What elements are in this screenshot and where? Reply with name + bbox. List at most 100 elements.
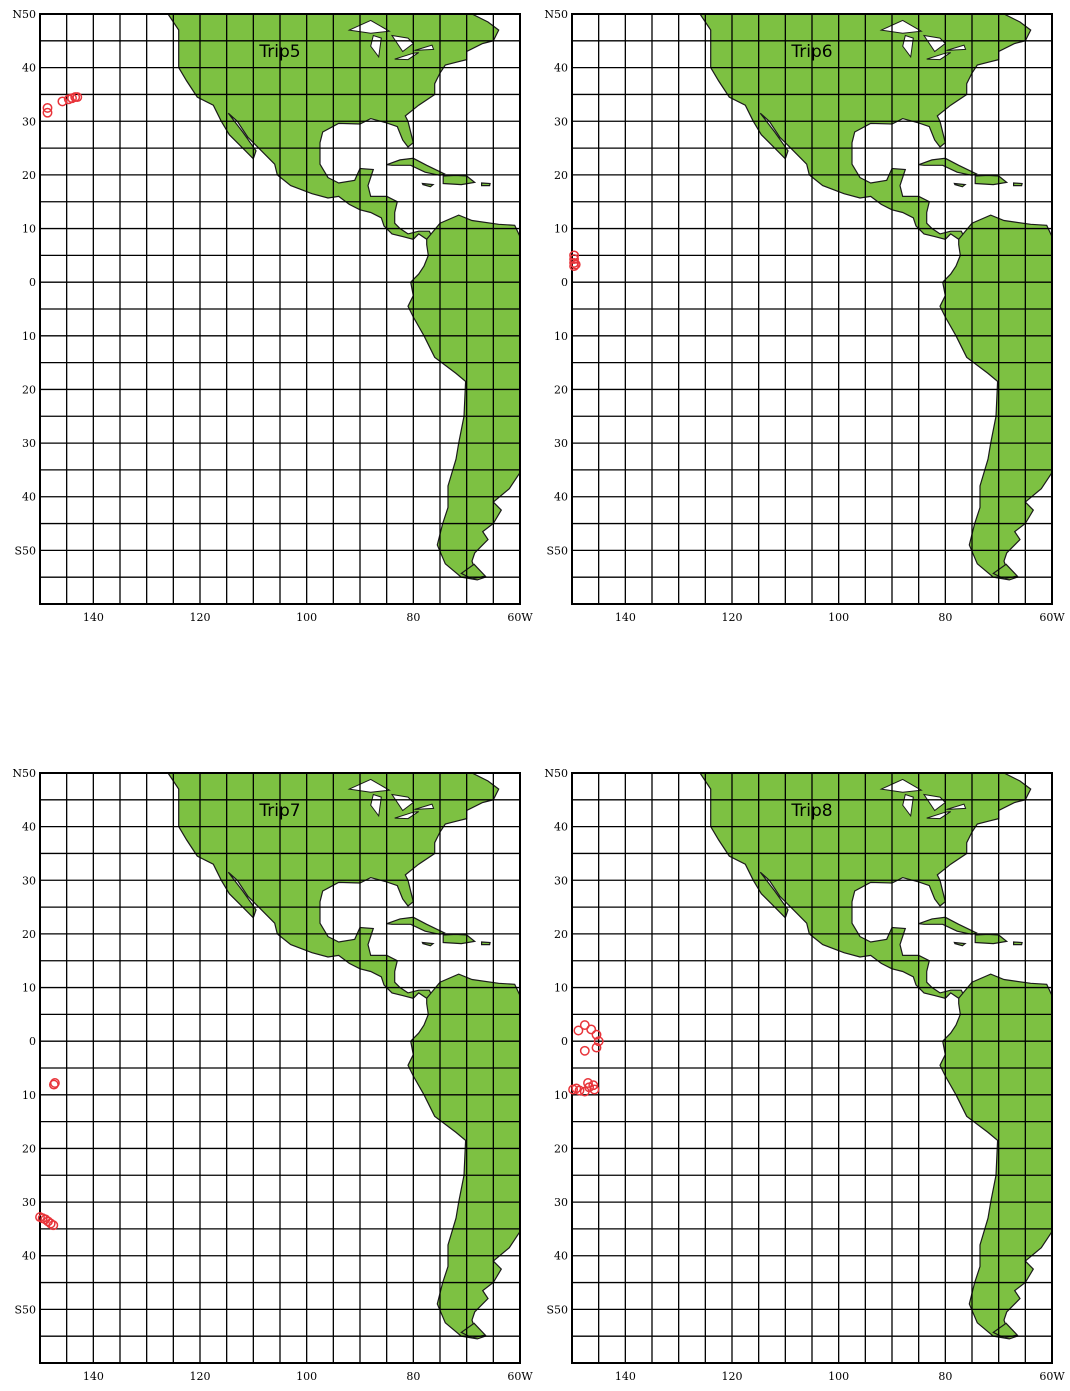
observation-point bbox=[45, 1218, 56, 1229]
lat-tick-label: 0 bbox=[561, 276, 568, 289]
lon-tick-label: 140 bbox=[83, 1370, 104, 1383]
land-polygon bbox=[939, 973, 1052, 1340]
observation-point bbox=[48, 1220, 59, 1231]
land-polygon bbox=[699, 14, 1032, 240]
land-polygon bbox=[918, 916, 978, 936]
land-polygon bbox=[974, 933, 1009, 945]
lake bbox=[879, 19, 923, 34]
lat-tick-label: 30 bbox=[554, 115, 568, 128]
lat-tick-label: 0 bbox=[29, 1035, 36, 1048]
land-polygon bbox=[1013, 941, 1023, 946]
lat-tick-label: 10 bbox=[22, 1089, 36, 1102]
observation-point bbox=[586, 1024, 597, 1035]
lat-tick-label: N50 bbox=[544, 767, 568, 780]
lat-tick-label: 40 bbox=[554, 62, 568, 75]
land-polygon bbox=[918, 157, 978, 177]
map-title: Trip7 bbox=[258, 801, 300, 821]
lat-tick-label: 20 bbox=[554, 928, 568, 941]
observation-point bbox=[569, 261, 580, 272]
lake bbox=[946, 803, 967, 810]
observation-point bbox=[570, 259, 581, 270]
map-frame bbox=[39, 772, 521, 1364]
lat-tick-label: S50 bbox=[546, 544, 568, 557]
lake bbox=[347, 19, 391, 34]
observation-point bbox=[589, 1084, 600, 1095]
land-polygon bbox=[442, 933, 477, 945]
observation-point bbox=[42, 102, 53, 113]
lake bbox=[414, 44, 435, 51]
lat-tick-label: 20 bbox=[22, 928, 36, 941]
observation-point bbox=[584, 1082, 595, 1093]
lat-tick-label: 10 bbox=[554, 1089, 568, 1102]
land-polygon bbox=[386, 916, 446, 936]
observation-point bbox=[593, 1036, 604, 1047]
lon-tick-label: 80 bbox=[938, 611, 952, 624]
observation-point bbox=[72, 92, 83, 103]
lat-tick-label: 40 bbox=[554, 821, 568, 834]
lat-tick-label: 10 bbox=[554, 330, 568, 343]
observation-point bbox=[583, 1078, 593, 1088]
land-polygon bbox=[939, 214, 1052, 581]
lat-tick-label: 40 bbox=[554, 1250, 568, 1263]
lat-tick-label: 0 bbox=[561, 1035, 568, 1048]
land-polygon bbox=[953, 182, 967, 188]
lon-tick-label: 60W bbox=[507, 611, 533, 624]
lat-tick-label: 40 bbox=[22, 62, 36, 75]
lon-tick-label: 140 bbox=[615, 1370, 636, 1383]
map-title: Trip8 bbox=[790, 801, 832, 821]
lake bbox=[879, 778, 923, 793]
lon-tick-label: 100 bbox=[828, 1370, 849, 1383]
observation-point bbox=[568, 1084, 579, 1095]
lat-tick-label: 30 bbox=[22, 115, 36, 128]
lon-tick-label: 120 bbox=[190, 611, 211, 624]
lat-tick-label: N50 bbox=[544, 8, 568, 21]
lat-tick-label: 30 bbox=[22, 437, 36, 450]
lat-tick-label: 10 bbox=[22, 330, 36, 343]
lon-tick-label: 100 bbox=[296, 1370, 317, 1383]
observation-point bbox=[579, 1045, 590, 1056]
lake bbox=[347, 778, 391, 793]
lat-tick-label: 20 bbox=[22, 383, 36, 396]
land-polygon bbox=[167, 773, 500, 999]
observation-point bbox=[591, 1029, 602, 1040]
graticule bbox=[40, 773, 520, 1363]
lat-tick-label: 20 bbox=[22, 1142, 36, 1155]
graticule bbox=[40, 14, 520, 604]
land-polygon bbox=[953, 941, 967, 947]
land-polygon bbox=[407, 214, 520, 581]
lat-tick-label: 40 bbox=[22, 491, 36, 504]
lat-tick-label: 40 bbox=[22, 821, 36, 834]
graticule bbox=[572, 14, 1052, 604]
map-frame bbox=[571, 772, 1053, 1364]
lat-tick-label: 10 bbox=[554, 223, 568, 236]
observation-point bbox=[574, 1085, 585, 1096]
map-title: Trip6 bbox=[790, 42, 832, 62]
observation-point bbox=[48, 1079, 59, 1090]
lon-tick-label: 80 bbox=[938, 1370, 952, 1383]
lat-tick-label: S50 bbox=[14, 1303, 36, 1316]
map-frame bbox=[571, 13, 1053, 605]
landmass bbox=[699, 773, 1052, 1340]
map-title: Trip5 bbox=[258, 42, 300, 62]
lon-tick-label: 60W bbox=[507, 1370, 533, 1383]
lat-tick-label: S50 bbox=[14, 544, 36, 557]
observation-point bbox=[57, 96, 68, 107]
lon-tick-label: 60W bbox=[1039, 1370, 1065, 1383]
land-polygon bbox=[421, 182, 435, 188]
lat-tick-label: 40 bbox=[554, 491, 568, 504]
lat-tick-label: N50 bbox=[12, 8, 36, 21]
land-polygon bbox=[481, 941, 491, 946]
lat-tick-label: 30 bbox=[554, 437, 568, 450]
land-polygon bbox=[1013, 182, 1023, 187]
lake bbox=[946, 44, 967, 51]
lon-tick-label: 80 bbox=[406, 611, 420, 624]
lon-tick-label: 140 bbox=[83, 611, 104, 624]
lat-tick-label: 10 bbox=[22, 982, 36, 995]
land-polygon bbox=[481, 182, 491, 187]
observation-point bbox=[42, 107, 53, 118]
observation-point bbox=[573, 1025, 584, 1036]
observation-point bbox=[569, 250, 580, 261]
